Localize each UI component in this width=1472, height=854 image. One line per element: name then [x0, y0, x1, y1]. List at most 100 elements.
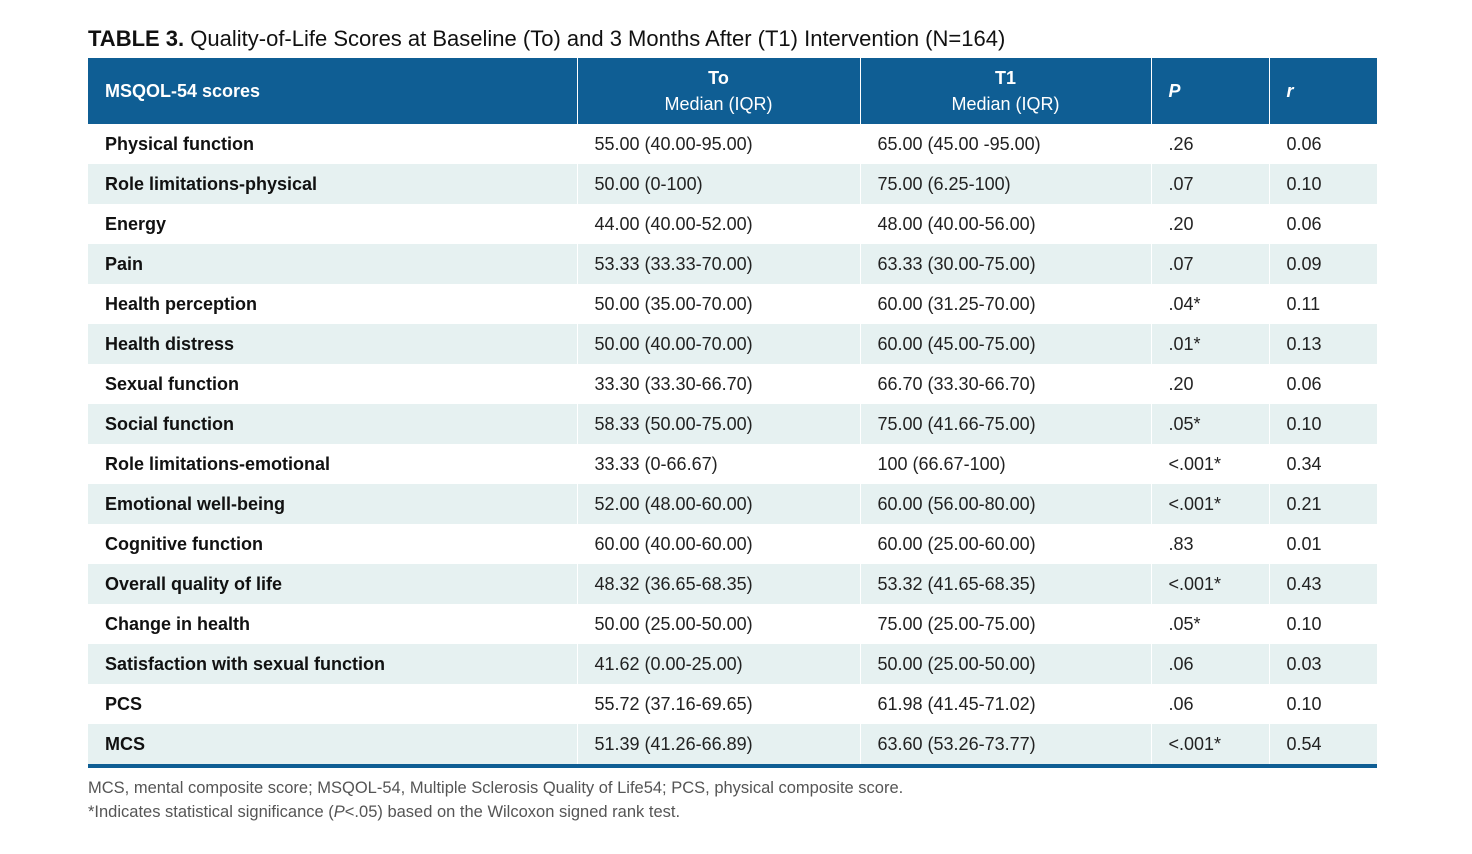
cell-p: .06: [1151, 644, 1270, 684]
cell-p: .07: [1151, 164, 1270, 204]
table-row: Cognitive function 60.00 (40.00-60.00) 60.…: [88, 524, 1377, 564]
footnote-significance-p: P: [333, 803, 345, 821]
header-t0-sub: Median (IQR): [664, 94, 773, 114]
table-body: Physical function 55.00 (40.00-95.00) 65.0…: [88, 124, 1377, 764]
cell-score-name: Sexual function: [88, 364, 578, 404]
cell-t1: 65.00 (45.00 -95.00): [860, 124, 1152, 164]
table-row: Health perception 50.00 (35.00-70.00) 60.0…: [88, 284, 1377, 324]
cell-p: .01*: [1151, 324, 1270, 364]
cell-p: <.001*: [1151, 484, 1270, 524]
cell-p: .26: [1151, 124, 1270, 164]
cell-t0: 58.33 (50.00-75.00): [577, 404, 861, 444]
cell-t1: 63.60 (53.26-73.77): [860, 724, 1152, 764]
cell-t1: 61.98 (41.45-71.02): [860, 684, 1152, 724]
cell-score-name: Change in health: [88, 604, 578, 644]
cell-p: .05*: [1151, 604, 1270, 644]
table-row: Pain 53.33 (33.33-70.00) 63.33 (30.00-75.0…: [88, 244, 1377, 284]
cell-t1: 66.70 (33.30-66.70): [860, 364, 1152, 404]
table-row: Role limitations-physical 50.00 (0-100) 75…: [88, 164, 1377, 204]
table-row: MCS 51.39 (41.26-66.89) 63.60 (53.26-73.77…: [88, 724, 1377, 764]
cell-score-name: Emotional well-being: [88, 484, 578, 524]
cell-t0: 52.00 (48.00-60.00): [577, 484, 861, 524]
cell-t1: 75.00 (6.25-100): [860, 164, 1152, 204]
cell-r: 0.54: [1269, 724, 1377, 764]
footnote-abbreviations: MCS, mental composite score; MSQOL-54, M…: [88, 779, 904, 797]
cell-r: 0.10: [1269, 604, 1377, 644]
cell-p: <.001*: [1151, 724, 1270, 764]
header-t0-main: To: [708, 68, 729, 88]
table-row: Health distress 50.00 (40.00-70.00) 60.00 …: [88, 324, 1377, 364]
cell-t0: 60.00 (40.00-60.00): [577, 524, 861, 564]
cell-t1: 100 (66.67-100): [860, 444, 1152, 484]
cell-score-name: Satisfaction with sexual function: [88, 644, 578, 684]
cell-r: 0.10: [1269, 684, 1377, 724]
cell-p: .20: [1151, 204, 1270, 244]
cell-score-name: Pain: [88, 244, 578, 284]
cell-t1: 50.00 (25.00-50.00): [860, 644, 1152, 684]
header-t0: To Median (IQR): [577, 58, 861, 124]
cell-score-name: Energy: [88, 204, 578, 244]
results-table-container: MSQOL-54 scores To Median (IQR) T1 Media…: [88, 58, 1377, 768]
cell-score-name: Social function: [88, 404, 578, 444]
table-row: Physical function 55.00 (40.00-95.00) 65.0…: [88, 124, 1377, 164]
cell-p: .83: [1151, 524, 1270, 564]
cell-t1: 60.00 (56.00-80.00): [860, 484, 1152, 524]
cell-t1: 63.33 (30.00-75.00): [860, 244, 1152, 284]
cell-r: 0.06: [1269, 364, 1377, 404]
cell-score-name: Health distress: [88, 324, 578, 364]
table-row: Change in health 50.00 (25.00-50.00) 75.00…: [88, 604, 1377, 644]
table-row: Emotional well-being 52.00 (48.00-60.00) 6…: [88, 484, 1377, 524]
cell-r: 0.11: [1269, 284, 1377, 324]
cell-t0: 33.30 (33.30-66.70): [577, 364, 861, 404]
header-row: MSQOL-54 scores To Median (IQR) T1 Media…: [88, 58, 1377, 124]
cell-score-name: Health perception: [88, 284, 578, 324]
cell-t0: 50.00 (0-100): [577, 164, 861, 204]
header-p: P: [1151, 58, 1270, 124]
table-row: Energy 44.00 (40.00-52.00) 48.00 (40.00-56…: [88, 204, 1377, 244]
cell-t1: 75.00 (25.00-75.00): [860, 604, 1152, 644]
table-caption: TABLE 3. Quality-of-Life Scores at Basel…: [88, 26, 1005, 52]
table-row: Sexual function 33.30 (33.30-66.70) 66.70 …: [88, 364, 1377, 404]
cell-r: 0.03: [1269, 644, 1377, 684]
footnote-significance: *Indicates statistical significance (P<.…: [88, 800, 903, 824]
header-t1: T1 Median (IQR): [860, 58, 1152, 124]
cell-score-name: PCS: [88, 684, 578, 724]
cell-t1: 60.00 (25.00-60.00): [860, 524, 1152, 564]
cell-t0: 50.00 (35.00-70.00): [577, 284, 861, 324]
cell-p: .04*: [1151, 284, 1270, 324]
cell-score-name: Role limitations-physical: [88, 164, 578, 204]
cell-t0: 33.33 (0-66.67): [577, 444, 861, 484]
table-row: Role limitations-emotional 33.33 (0-66.67…: [88, 444, 1377, 484]
cell-p: <.001*: [1151, 564, 1270, 604]
cell-r: 0.10: [1269, 164, 1377, 204]
cell-t0: 44.00 (40.00-52.00): [577, 204, 861, 244]
cell-p: .05*: [1151, 404, 1270, 444]
cell-r: 0.06: [1269, 124, 1377, 164]
cell-r: 0.34: [1269, 444, 1377, 484]
table-row: Overall quality of life 48.32 (36.65-68.3…: [88, 564, 1377, 604]
table-caption-label: TABLE 3.: [88, 26, 185, 51]
cell-r: 0.10: [1269, 404, 1377, 444]
table-caption-text: Quality-of-Life Scores at Baseline (To) …: [190, 26, 1006, 51]
header-t1-main: T1: [994, 68, 1016, 88]
results-table: MSQOL-54 scores To Median (IQR) T1 Media…: [88, 58, 1377, 764]
cell-t1: 75.00 (41.66-75.00): [860, 404, 1152, 444]
cell-t0: 53.33 (33.33-70.00): [577, 244, 861, 284]
cell-t1: 48.00 (40.00-56.00): [860, 204, 1152, 244]
cell-p: <.001*: [1151, 444, 1270, 484]
cell-score-name: Role limitations-emotional: [88, 444, 578, 484]
cell-t1: 60.00 (45.00-75.00): [860, 324, 1152, 364]
cell-score-name: Cognitive function: [88, 524, 578, 564]
footnote-significance-post: <.05) based on the Wilcoxon signed rank …: [344, 803, 681, 821]
cell-p: .20: [1151, 364, 1270, 404]
cell-t0: 50.00 (40.00-70.00): [577, 324, 861, 364]
cell-t0: 48.32 (36.65-68.35): [577, 564, 861, 604]
cell-t1: 53.32 (41.65-68.35): [860, 564, 1152, 604]
table-row: PCS 55.72 (37.16-69.65) 61.98 (41.45-71.02…: [88, 684, 1377, 724]
cell-p: .06: [1151, 684, 1270, 724]
header-r: r: [1269, 58, 1377, 124]
cell-t0: 55.72 (37.16-69.65): [577, 684, 861, 724]
table-footnotes: MCS, mental composite score; MSQOL-54, M…: [88, 776, 903, 824]
table-header: MSQOL-54 scores To Median (IQR) T1 Media…: [88, 58, 1377, 124]
cell-score-name: MCS: [88, 724, 578, 764]
